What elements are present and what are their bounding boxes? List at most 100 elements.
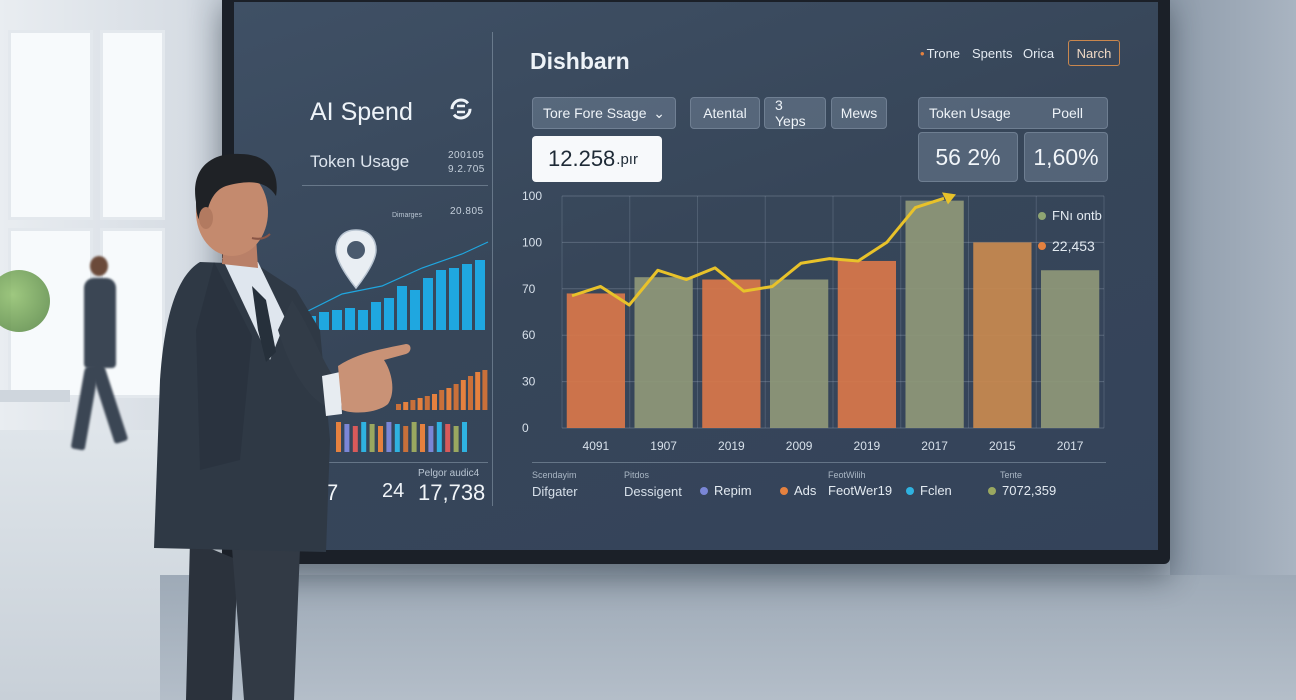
orange-bar-chart xyxy=(396,370,488,410)
x-tick-label: 2009 xyxy=(786,439,813,453)
legend-divider xyxy=(532,462,1106,463)
mini-bar xyxy=(417,398,423,410)
chart-bar xyxy=(973,242,1032,428)
background-person-body xyxy=(84,278,116,368)
stat-box-rate: 1,60% xyxy=(1024,132,1108,182)
mini-bar xyxy=(394,424,400,452)
chart-bar xyxy=(837,260,897,428)
window-pane xyxy=(100,30,165,220)
stat-caption: Pelgor audic4 xyxy=(418,468,480,479)
refresh-icon[interactable] xyxy=(449,97,473,121)
y-tick-label: 30 xyxy=(522,375,536,389)
dashboard-screen: AI Spend Token Usage 200105 9.2.705 Dima… xyxy=(234,2,1158,550)
mini-bar xyxy=(352,426,358,452)
background-person-head xyxy=(90,256,108,276)
wall-monitor: AI Spend Token Usage 200105 9.2.705 Dima… xyxy=(222,0,1170,564)
usage-dropdown[interactable]: Tore Fore Ssage ⌄ xyxy=(532,97,676,129)
y-tick-label: 70 xyxy=(522,282,536,296)
stat-right: 17,738 xyxy=(418,480,486,505)
bottom-legend-item: 7072,359 xyxy=(988,483,1056,498)
plant xyxy=(0,270,50,332)
mini-bar xyxy=(403,426,409,452)
mini-bar xyxy=(344,424,350,452)
mini-bar xyxy=(468,376,473,410)
mini-bar xyxy=(475,372,481,410)
multicolor-bar-chart xyxy=(336,422,467,452)
x-tick-label: 4091 xyxy=(583,439,610,453)
legend-dot xyxy=(700,486,708,495)
mini-bar xyxy=(475,260,485,330)
nav-item-spents[interactable]: Spents xyxy=(972,46,1013,61)
trend-line xyxy=(571,196,945,307)
y-tick-label: 100 xyxy=(522,189,542,203)
mini-trend-line xyxy=(305,241,489,313)
trend-arrow xyxy=(942,192,956,205)
mini-bar xyxy=(453,384,459,410)
section-divider xyxy=(302,185,488,186)
stat-box-percent: 56 2% xyxy=(918,132,1018,182)
chart-bar xyxy=(1040,270,1100,428)
mini-bar xyxy=(424,396,430,410)
window-pane xyxy=(8,30,93,220)
legend-item: FNı ontb xyxy=(1038,208,1102,223)
bottom-legend-item: Ads xyxy=(780,483,816,498)
legend-dot xyxy=(1038,211,1046,220)
mini-bar xyxy=(306,316,316,330)
mini-bar xyxy=(411,422,417,452)
chart-bar xyxy=(769,279,829,428)
mini-bar xyxy=(384,298,394,330)
mini-bar xyxy=(369,424,375,452)
y-tick-label: 0 xyxy=(522,421,529,435)
mini-bar xyxy=(410,290,420,330)
x-tick-label: 2019 xyxy=(854,439,881,453)
stat-mid: 24 xyxy=(382,480,405,502)
section-divider xyxy=(302,462,488,463)
legend-dot xyxy=(906,486,914,495)
mini-bar xyxy=(396,404,401,410)
mini-bar xyxy=(332,310,342,330)
floor xyxy=(160,575,1296,700)
mini-bar xyxy=(439,390,445,410)
filter-pill-atental[interactable]: Atental xyxy=(690,97,760,129)
nav-item-trone[interactable]: • Trone xyxy=(920,46,961,61)
legend-label: Difgater xyxy=(532,484,578,499)
legend-dot xyxy=(1038,242,1046,250)
x-tick-label: 2017 xyxy=(1057,439,1084,453)
legend-caption: FeotWilih xyxy=(828,470,866,480)
y-tick-label: 100 xyxy=(522,235,542,249)
mini-bar xyxy=(462,422,467,452)
chart-bar xyxy=(566,293,626,428)
filter-pill-yeps[interactable]: 3 Yeps xyxy=(764,97,826,129)
filter-pill-mews[interactable]: Mews xyxy=(831,97,887,129)
token-unit: .pır xyxy=(616,150,638,168)
main-bar-chart: 100 100 70 60 30 0 4091 1907 2019 2009 2019 2017 201… xyxy=(522,189,1105,453)
legend-caption: Scendayim xyxy=(532,470,577,480)
dashboard-title: Dishbarn xyxy=(530,48,630,74)
desk xyxy=(0,390,70,402)
token-usage-header: Token Usage Poell xyxy=(918,97,1108,129)
x-tick-label: 2017 xyxy=(921,439,948,453)
small-value: 200105 xyxy=(448,150,485,161)
mini-bar xyxy=(453,426,459,452)
small-value: 20.805 xyxy=(450,206,484,217)
legend-label: Dessigent xyxy=(624,484,682,499)
bottom-legend-item: Repim xyxy=(700,483,752,498)
mini-bar xyxy=(432,394,437,410)
mini-bar xyxy=(436,422,442,452)
mini-bar xyxy=(319,312,329,330)
mini-bar xyxy=(445,424,451,452)
x-tick-label: 1907 xyxy=(650,439,677,453)
mini-bar xyxy=(386,422,392,452)
legend-caption: Pitdos xyxy=(624,470,650,480)
mini-bar xyxy=(397,286,407,330)
nav-item-orica[interactable]: Orica xyxy=(1023,46,1055,61)
panel-title: AI Spend xyxy=(310,98,413,126)
legend-dot xyxy=(988,486,996,495)
search-button[interactable]: Narch xyxy=(1068,40,1120,66)
mini-bar xyxy=(420,424,425,452)
mini-bar xyxy=(446,388,452,410)
x-tick-label: 2015 xyxy=(989,439,1016,453)
mini-bar xyxy=(361,422,367,452)
mini-bar xyxy=(428,426,434,452)
